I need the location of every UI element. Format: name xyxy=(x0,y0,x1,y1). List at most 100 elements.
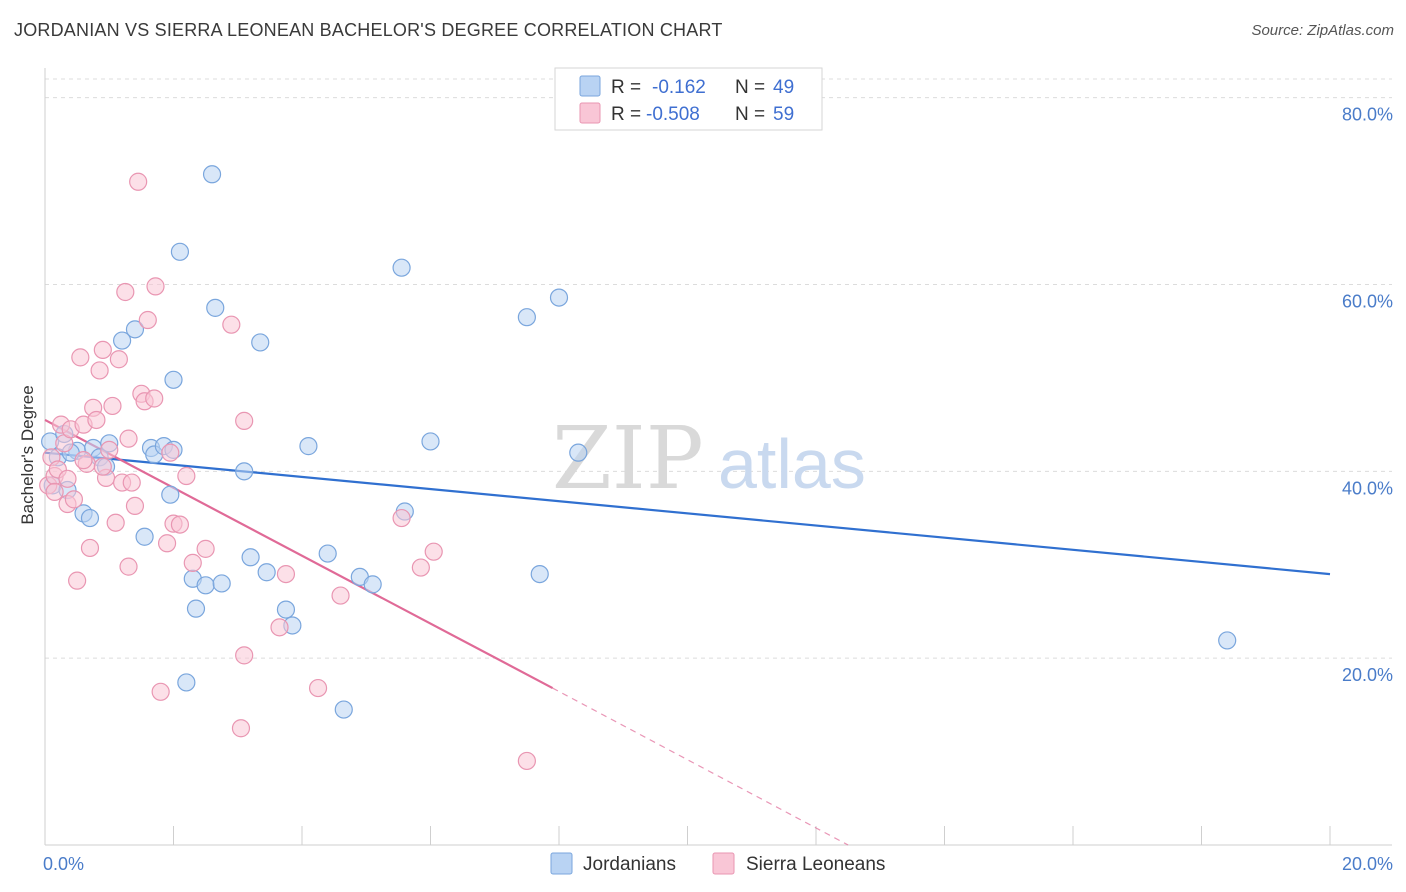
series-legend-label-sierra-leoneans: Sierra Leoneans xyxy=(746,854,885,875)
x-tick-label: 0.0% xyxy=(43,854,84,874)
sierra-leonean-trend-extension xyxy=(552,687,849,846)
jordanian-point xyxy=(212,574,231,593)
sierra-leonean-point xyxy=(64,490,84,509)
sierra-leonean-point xyxy=(100,440,119,459)
source-credit: Source: ZipAtlas.com xyxy=(1251,22,1394,39)
watermark-atlas: atlas xyxy=(718,425,866,503)
jordanian-point xyxy=(196,576,215,595)
sierra-leonean-point xyxy=(125,496,145,516)
x-tick-label: 20.0% xyxy=(1342,854,1393,874)
sierra-leonean-point xyxy=(93,340,112,360)
trend-layer xyxy=(44,418,1331,846)
jordanian-point xyxy=(186,599,206,618)
sierra-leonean-point xyxy=(87,410,106,430)
y-tick-label: 20.0% xyxy=(1342,665,1393,685)
grid-layer xyxy=(45,78,1392,659)
legend-r-value: -0.508 xyxy=(646,104,700,125)
sierra-leonean-point xyxy=(331,586,350,605)
sierra-leonean-point xyxy=(106,513,125,532)
sierra-leonean-point xyxy=(74,451,93,470)
sierra-leonean-point xyxy=(145,389,164,408)
sierra-leonean-point xyxy=(68,571,87,590)
legend-r-label: R = xyxy=(611,104,641,125)
sierra-leonean-point xyxy=(151,682,170,701)
sierra-leonean-point xyxy=(235,646,254,665)
sierra-leonean-point xyxy=(517,751,536,771)
legend-r-label: R = xyxy=(611,77,641,98)
sierra-leonean-point xyxy=(222,315,241,334)
sierra-leonean-point xyxy=(411,558,430,577)
sierra-leonean-point xyxy=(93,457,112,476)
y-tick-label: 40.0% xyxy=(1342,478,1393,498)
sierra-leonean-point xyxy=(183,553,202,572)
series-legend-label-jordanians: Jordanians xyxy=(583,854,676,875)
sierra-leonean-point xyxy=(270,618,289,637)
sierra-leonean-point xyxy=(116,282,135,302)
sierra-leonean-trend-line xyxy=(44,418,554,690)
sierra-leonean-point xyxy=(138,310,157,330)
legend-swatch-sierra-leoneans xyxy=(579,102,601,124)
sierra-leonean-point xyxy=(122,473,141,492)
legend-n-label: N = xyxy=(735,104,765,125)
correlation-legend: R = -0.162 N = 49 R = -0.508 N = 59 xyxy=(554,67,823,131)
sierra-leonean-point xyxy=(119,557,138,576)
jordanian-point xyxy=(125,320,145,339)
jordanian-point xyxy=(177,673,196,692)
sierra-leonean-point xyxy=(109,350,128,369)
jordanian-point xyxy=(363,575,382,594)
legend-n-value: 49 xyxy=(773,77,794,98)
series-legend-swatch-sierra-leoneans xyxy=(712,852,735,875)
legend-n-value: 59 xyxy=(773,104,794,125)
sierra-leonean-point xyxy=(119,429,138,448)
sierra-leonean-point xyxy=(231,719,251,738)
sierra-leonean-point xyxy=(177,466,196,486)
jordanian-point xyxy=(569,443,588,462)
jordanian-point xyxy=(80,508,100,528)
jordanian-point xyxy=(257,563,276,582)
sierra-leonean-point xyxy=(424,542,443,561)
points-layer xyxy=(39,165,1237,771)
jordanian-point xyxy=(170,242,190,261)
sierra-leonean-point xyxy=(392,508,411,528)
sierra-leonean-point xyxy=(129,172,148,191)
jordanian-point xyxy=(549,288,569,307)
sierra-leonean-point xyxy=(45,482,64,501)
sierra-leonean-point xyxy=(146,277,165,296)
jordanian-point xyxy=(112,331,132,350)
jordanian-point xyxy=(206,298,225,317)
jordanian-point xyxy=(318,544,337,563)
jordanian-point xyxy=(241,548,260,567)
jordanian-point xyxy=(135,527,154,546)
sierra-leonean-point xyxy=(161,443,180,462)
jordanian-point xyxy=(334,700,353,719)
watermark: ZIP atlas xyxy=(552,409,866,509)
series-legend-swatch-jordanians xyxy=(550,852,573,875)
jordanian-point xyxy=(164,370,183,389)
jordanian-point xyxy=(251,333,270,352)
legend-r-value: -0.162 xyxy=(652,77,706,98)
sierra-leonean-point xyxy=(80,538,100,558)
jordanian-point xyxy=(517,308,536,327)
sierra-leonean-point xyxy=(196,539,215,558)
sierra-leonean-point xyxy=(308,678,328,698)
jordanian-point xyxy=(299,437,318,456)
sierra-leonean-point xyxy=(71,348,90,367)
series-legend: Jordanians Sierra Leoneans xyxy=(550,852,885,875)
sierra-leonean-point xyxy=(90,361,109,380)
jordanian-point xyxy=(1218,631,1237,650)
jordanian-point xyxy=(276,600,296,619)
sierra-leonean-point xyxy=(235,411,254,430)
sierra-leonean-point xyxy=(103,396,122,416)
jordanian-point xyxy=(161,485,180,504)
jordanian-point xyxy=(530,564,549,584)
axis-layer: 20.0% 40.0% 60.0% 80.0% 0.0% 20.0% xyxy=(43,68,1393,874)
jordanian-trend-line xyxy=(44,451,1331,576)
y-tick-label: 60.0% xyxy=(1342,292,1393,312)
sierra-leonean-point xyxy=(58,469,77,488)
legend-swatch-jordanians xyxy=(579,75,601,97)
jordanian-point xyxy=(392,258,411,277)
sierra-leonean-point xyxy=(157,534,177,553)
legend-n-label: N = xyxy=(735,77,765,98)
jordanian-point xyxy=(235,462,254,481)
